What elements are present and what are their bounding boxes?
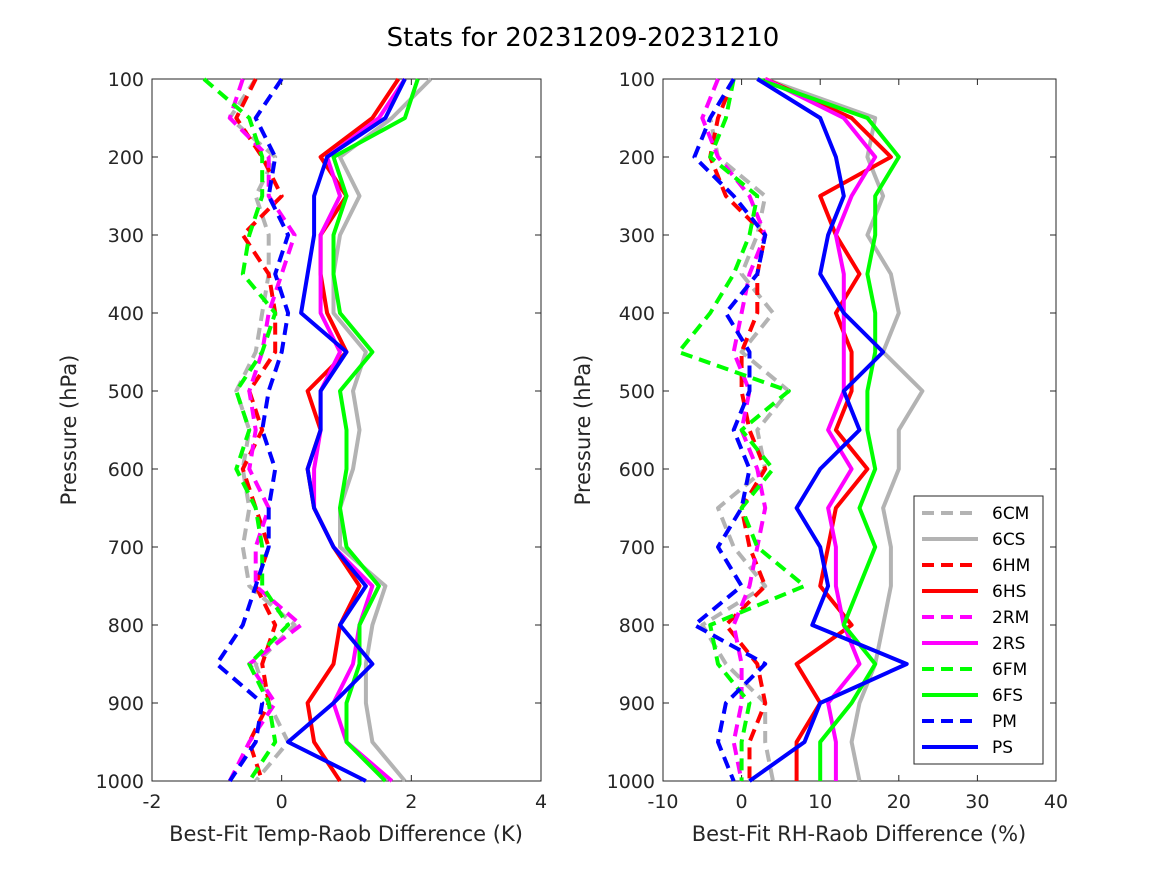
temperature-y-tick-label: 700 bbox=[108, 537, 144, 559]
rh-x-tick-label: 20 bbox=[887, 791, 911, 813]
rh-x-axis-label: Best-Fit RH-Raob Difference (%) bbox=[692, 822, 1026, 846]
rh-y-tick-label: 300 bbox=[619, 225, 655, 247]
rh-y-tick-label: 400 bbox=[619, 303, 655, 325]
legend-label-6hm: 6HM bbox=[992, 556, 1030, 576]
temperature-series bbox=[202, 77, 433, 783]
temperature-ticks: -2 0 2 4 100 200 300 400 500 600 700 800 900 1000 bbox=[96, 69, 547, 813]
rh-series-2rm bbox=[700, 78, 768, 782]
rh-series-6cm bbox=[700, 77, 791, 782]
temperature-y-tick-label: 400 bbox=[108, 303, 144, 325]
rh-series-6hs bbox=[764, 77, 893, 781]
temperature-x-axis-label: Best-Fit Temp-Raob Difference (K) bbox=[169, 822, 523, 846]
temperature-x-tick-label: 0 bbox=[276, 791, 288, 813]
temperature-y-tick-label: 800 bbox=[108, 615, 144, 637]
rh-y-tick-label: 700 bbox=[619, 537, 655, 559]
rh-series-ps bbox=[748, 77, 909, 783]
rh-x-tick-label: 0 bbox=[736, 791, 748, 813]
legend-label-6cm: 6CM bbox=[992, 504, 1029, 524]
rh-series-pm bbox=[692, 77, 768, 782]
temperature-y-tick-label: 1000 bbox=[96, 771, 144, 793]
rh-series-6hm bbox=[708, 78, 768, 781]
legend: 6CM 6CS 6HM 6HS 2RM 2RS 6FM 6FS PM PS bbox=[913, 495, 1044, 765]
temperature-x-tick-label: 2 bbox=[405, 791, 417, 813]
rh-y-tick-label: 800 bbox=[619, 615, 655, 637]
rh-y-tick-label: 100 bbox=[619, 69, 655, 91]
rh-x-tick-label: -10 bbox=[647, 791, 678, 813]
legend-label-ps: PS bbox=[992, 738, 1013, 758]
rh-y-tick-label: 900 bbox=[619, 693, 655, 715]
temperature-x-tick-label: 4 bbox=[535, 791, 547, 813]
temperature-y-tick-label: 600 bbox=[108, 459, 144, 481]
legend-label-6fs: 6FS bbox=[992, 686, 1023, 706]
temperature-y-tick-label: 900 bbox=[108, 693, 144, 715]
rh-y-tick-label: 1000 bbox=[607, 771, 655, 793]
temperature-series-6hm bbox=[234, 78, 284, 782]
rh-series-2rs bbox=[764, 77, 878, 781]
rh-series-6fs bbox=[756, 77, 901, 781]
chart-title: Stats for 20231209-20231210 bbox=[387, 23, 780, 53]
temperature-series-6fs bbox=[331, 78, 420, 783]
rh-y-tick-label: 600 bbox=[619, 459, 655, 481]
rh-x-tick-label: 10 bbox=[808, 791, 832, 813]
rh-panel: -10 0 10 20 30 40 100 200 300 400 500 600 700 800 900 1… bbox=[571, 69, 1068, 846]
temperature-series-ps bbox=[286, 78, 407, 783]
temperature-series-6fm bbox=[202, 77, 291, 783]
temperature-y-axis-label: Pressure (hPa) bbox=[57, 355, 81, 506]
temperature-y-tick-label: 300 bbox=[108, 225, 144, 247]
temperature-y-tick-label: 100 bbox=[108, 69, 144, 91]
legend-label-2rs: 2RS bbox=[992, 634, 1025, 654]
rh-series bbox=[676, 77, 925, 783]
rh-y-tick-label: 200 bbox=[619, 147, 655, 169]
legend-label-pm: PM bbox=[992, 712, 1017, 732]
rh-ticks: -10 0 10 20 30 40 100 200 300 400 500 600 700 800 900 1… bbox=[607, 69, 1068, 813]
temperature-y-tick-label: 200 bbox=[108, 147, 144, 169]
legend-label-6fm: 6FM bbox=[992, 660, 1027, 680]
temperature-series-6cs bbox=[331, 77, 433, 783]
temperature-series-6cm bbox=[227, 77, 297, 783]
temperature-x-tick-label: -2 bbox=[143, 791, 162, 813]
temperature-panel: -2 0 2 4 100 200 300 400 500 600 700 800 900 1000 Bes… bbox=[57, 69, 547, 846]
legend-label-6cs: 6CS bbox=[992, 530, 1025, 550]
legend-label-2rm: 2RM bbox=[992, 608, 1029, 628]
rh-y-tick-label: 500 bbox=[619, 381, 655, 403]
rh-y-axis-label: Pressure (hPa) bbox=[571, 355, 595, 506]
rh-x-tick-label: 40 bbox=[1044, 791, 1068, 813]
rh-series-6fm bbox=[676, 78, 807, 781]
rh-x-tick-label: 30 bbox=[965, 791, 989, 813]
temperature-y-tick-label: 500 bbox=[108, 381, 144, 403]
legend-label-6hs: 6HS bbox=[992, 582, 1026, 602]
